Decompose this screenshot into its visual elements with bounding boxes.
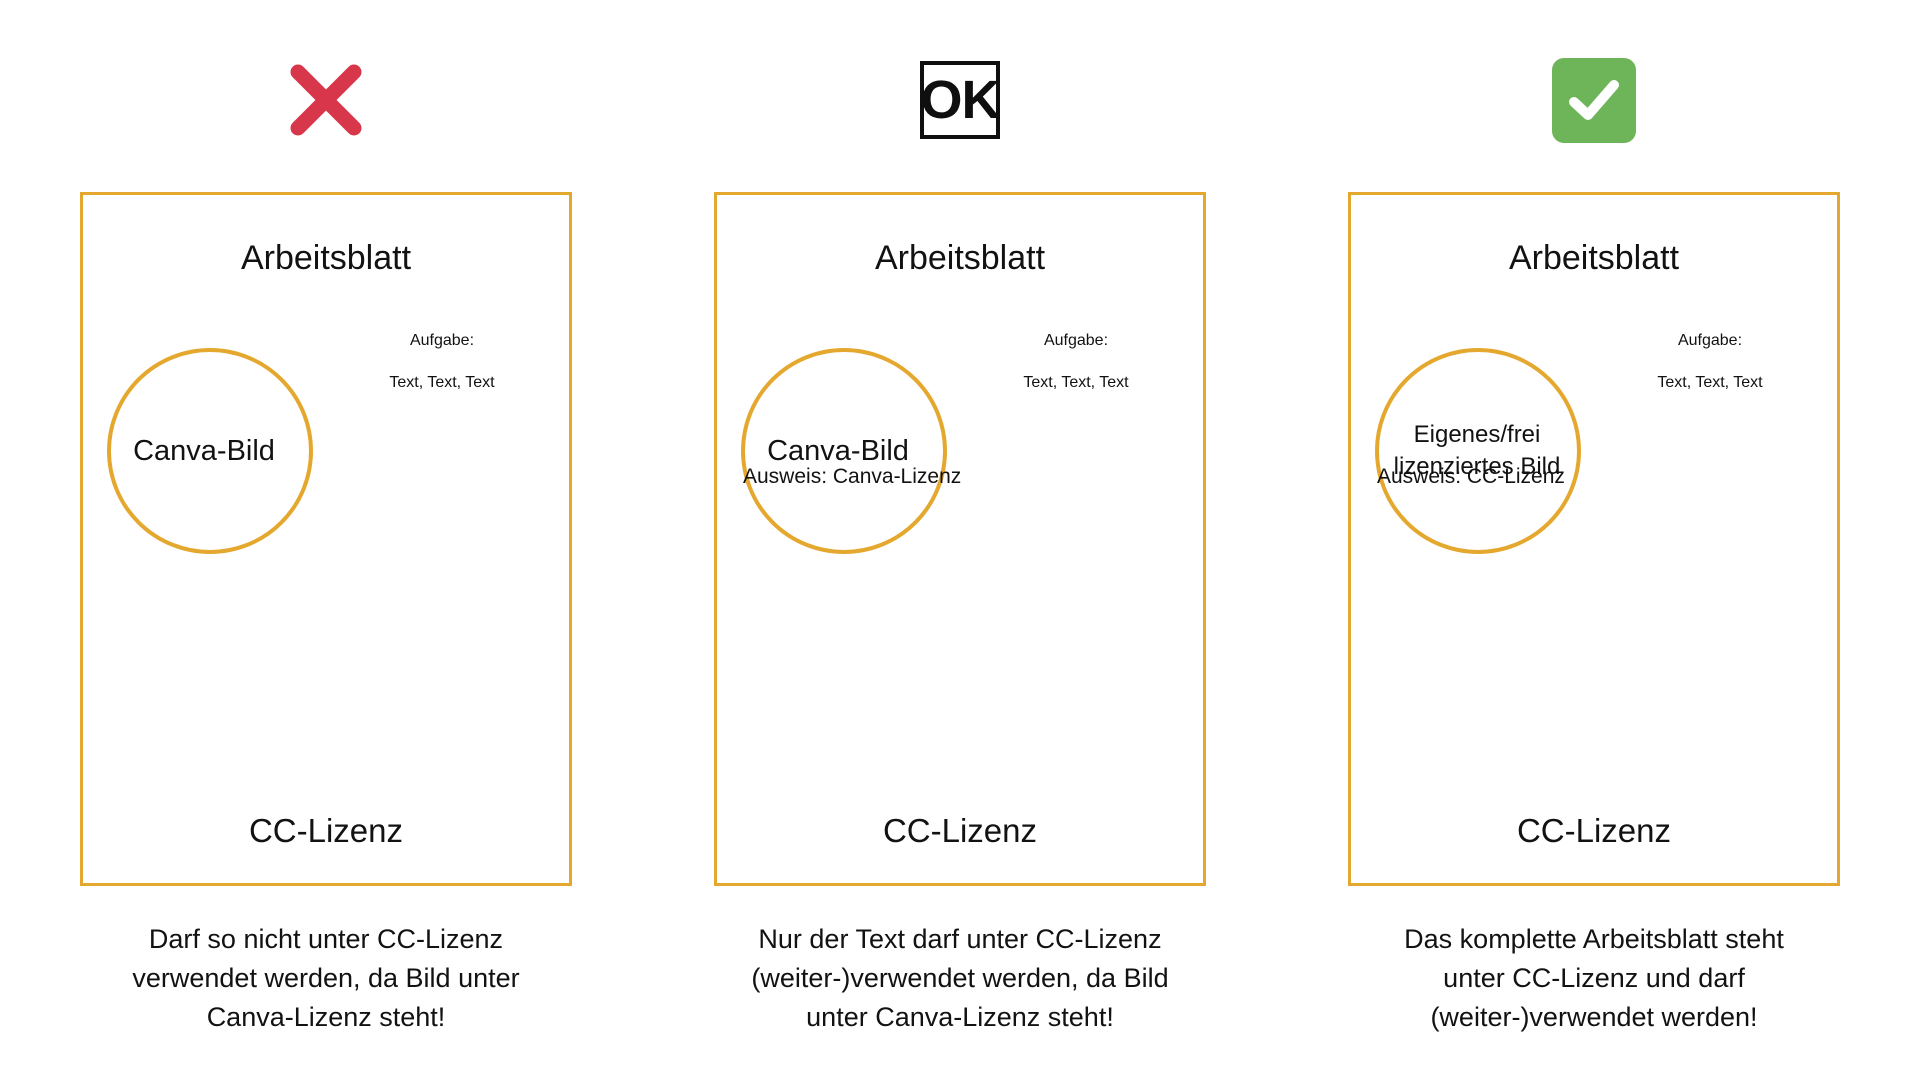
status-badge: OK (910, 50, 1010, 150)
image-placeholder-label: Canva-Bild (133, 434, 275, 467)
worksheet-card: Arbeitsblatt Eigenes/frei lizenziertes B… (1348, 192, 1840, 886)
task-block: Aufgabe: Text, Text, Text (347, 330, 537, 394)
task-body: Text, Text, Text (1023, 374, 1129, 391)
check-badge (1552, 57, 1636, 143)
task-block: Aufgabe: Text, Text, Text (981, 330, 1171, 394)
ok-box-label: OK (920, 70, 1001, 130)
worksheet-title: Arbeitsblatt (1508, 239, 1680, 277)
worksheet-card: Arbeitsblatt Canva-Bild Aufgabe: Text, T… (80, 192, 572, 886)
task-label: Aufgabe: (1043, 332, 1109, 349)
worksheet-license: CC-Lizenz (882, 812, 1038, 849)
cross-icon (290, 64, 362, 136)
check-icon (1569, 80, 1619, 120)
image-placeholder-circle: Eigenes/frei lizenziertes Bild (1375, 348, 1581, 554)
task-label: Aufgabe: (1677, 332, 1743, 349)
image-credential: Ausweis: CC-Lizenz (1377, 465, 1565, 488)
status-badge (1544, 50, 1644, 150)
task-label: Aufgabe: (409, 332, 475, 349)
ok-box-icon: OK (920, 61, 1001, 139)
status-badge-area (80, 0, 572, 192)
image-placeholder-circle: Canva-Bild (107, 348, 313, 554)
task-block: Aufgabe: Text, Text, Text (1615, 330, 1805, 394)
case-column-not-allowed: Arbeitsblatt Canva-Bild Aufgabe: Text, T… (80, 0, 572, 1080)
case-column-ok: OK Arbeitsblatt Canva-Bild Aufgabe: Text… (714, 0, 1206, 1080)
case-caption: Nur der Text darf unter CC-Lizenz (weite… (751, 924, 1169, 1032)
task-body: Text, Text, Text (389, 374, 495, 391)
status-badge (276, 50, 376, 150)
worksheet-title: Arbeitsblatt (874, 239, 1046, 277)
worksheet-license: CC-Lizenz (248, 812, 404, 849)
case-column-allowed: Arbeitsblatt Eigenes/frei lizenziertes B… (1348, 0, 1840, 1080)
case-caption: Das komplette Arbeitsblatt steht unter C… (1404, 924, 1784, 1032)
image-placeholder-label: Canva-Bild (767, 434, 909, 467)
worksheet-card: Arbeitsblatt Canva-Bild Aufgabe: Text, T… (714, 192, 1206, 886)
worksheet-title: Arbeitsblatt (240, 239, 412, 277)
task-body: Text, Text, Text (1657, 374, 1763, 391)
case-caption: Darf so nicht unter CC-Lizenz verwendet … (132, 924, 520, 1032)
status-badge-area (1348, 0, 1840, 192)
image-placeholder-circle: Canva-Bild (741, 348, 947, 554)
image-placeholder-label: Eigenes/frei lizenziertes Bild (1393, 421, 1561, 480)
worksheet-license: CC-Lizenz (1516, 812, 1672, 849)
status-badge-area: OK (714, 0, 1206, 192)
image-credential: Ausweis: Canva-Lizenz (743, 465, 962, 488)
